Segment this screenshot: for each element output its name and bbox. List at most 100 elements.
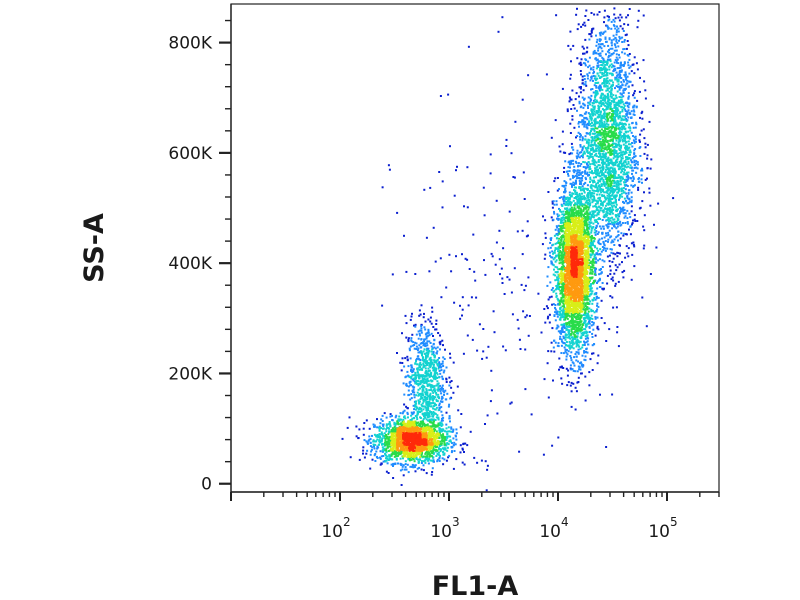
data-point	[616, 80, 619, 83]
data-point	[589, 133, 592, 136]
data-point	[619, 102, 622, 105]
data-point	[612, 94, 615, 97]
data-point	[456, 385, 459, 388]
data-point	[603, 85, 606, 88]
data-point	[453, 194, 456, 197]
data-point	[617, 45, 620, 48]
data-point	[576, 199, 579, 202]
data-point	[576, 135, 579, 137]
data-point	[422, 344, 425, 347]
data-point	[597, 60, 600, 63]
data-point	[598, 205, 601, 208]
data-point	[601, 88, 604, 91]
data-point	[586, 171, 589, 174]
data-point	[626, 112, 628, 115]
data-point	[449, 435, 452, 438]
data-point	[595, 111, 598, 114]
data-point	[554, 271, 557, 274]
data-point	[586, 173, 589, 175]
data-point	[411, 385, 414, 388]
data-point	[591, 352, 593, 355]
data-point	[447, 456, 450, 459]
data-point	[589, 204, 592, 207]
data-point	[613, 161, 616, 164]
data-point	[598, 286, 601, 288]
data-point	[464, 442, 467, 445]
data-point	[594, 91, 597, 94]
data-point	[586, 336, 589, 339]
data-point	[576, 109, 578, 112]
data-point	[626, 195, 629, 198]
data-point	[577, 195, 580, 198]
data-point	[557, 268, 560, 271]
data-point	[605, 71, 608, 74]
data-point	[624, 87, 627, 90]
data-point	[568, 325, 571, 328]
data-point	[607, 113, 610, 116]
data-point	[582, 166, 585, 168]
data-point	[442, 387, 444, 390]
data-point	[527, 234, 529, 237]
data-point	[589, 123, 592, 126]
data-point	[564, 184, 567, 187]
data-point	[554, 247, 557, 250]
data-point	[445, 439, 448, 441]
data-point	[549, 241, 552, 244]
data-point	[602, 98, 605, 101]
data-point	[592, 128, 595, 130]
data-point	[642, 14, 645, 17]
data-point	[375, 455, 378, 458]
data-point	[569, 346, 572, 349]
data-point	[575, 335, 578, 338]
data-point	[626, 40, 629, 42]
data-point	[613, 238, 616, 241]
data-point	[594, 96, 597, 99]
data-point	[595, 86, 598, 89]
data-point	[565, 358, 568, 361]
data-point	[593, 343, 595, 346]
data-point	[578, 62, 581, 65]
data-point	[558, 368, 560, 371]
data-point	[630, 110, 633, 113]
data-point	[602, 209, 605, 212]
data-point	[585, 211, 588, 214]
data-point	[574, 174, 577, 177]
data-point	[625, 245, 628, 248]
data-point	[586, 184, 589, 187]
data-point	[584, 359, 587, 362]
data-point	[631, 253, 634, 256]
data-point	[593, 293, 596, 296]
data-point	[578, 179, 581, 182]
data-point	[408, 347, 411, 350]
data-point	[383, 432, 386, 435]
data-point	[630, 70, 633, 73]
data-point	[613, 218, 616, 221]
data-point	[619, 139, 622, 142]
data-point	[556, 177, 559, 179]
data-point	[595, 147, 598, 150]
data-point	[622, 212, 625, 215]
data-point	[410, 340, 413, 343]
data-point	[616, 326, 619, 328]
data-point	[604, 63, 607, 66]
data-point	[416, 418, 419, 421]
data-point	[557, 229, 560, 232]
data-point	[620, 187, 623, 190]
data-point	[589, 293, 592, 296]
data-point	[436, 383, 439, 386]
data-point	[412, 391, 414, 394]
data-point	[557, 239, 560, 242]
data-point	[583, 350, 586, 352]
data-point	[593, 189, 596, 192]
data-point	[404, 468, 406, 471]
data-point	[598, 193, 601, 196]
data-point	[445, 366, 448, 369]
data-point	[597, 253, 600, 256]
data-point	[391, 273, 394, 276]
data-point	[617, 218, 620, 221]
data-point	[596, 316, 599, 319]
data-point	[605, 84, 608, 87]
data-point	[635, 62, 638, 65]
data-point	[572, 192, 575, 195]
data-point	[555, 237, 558, 240]
